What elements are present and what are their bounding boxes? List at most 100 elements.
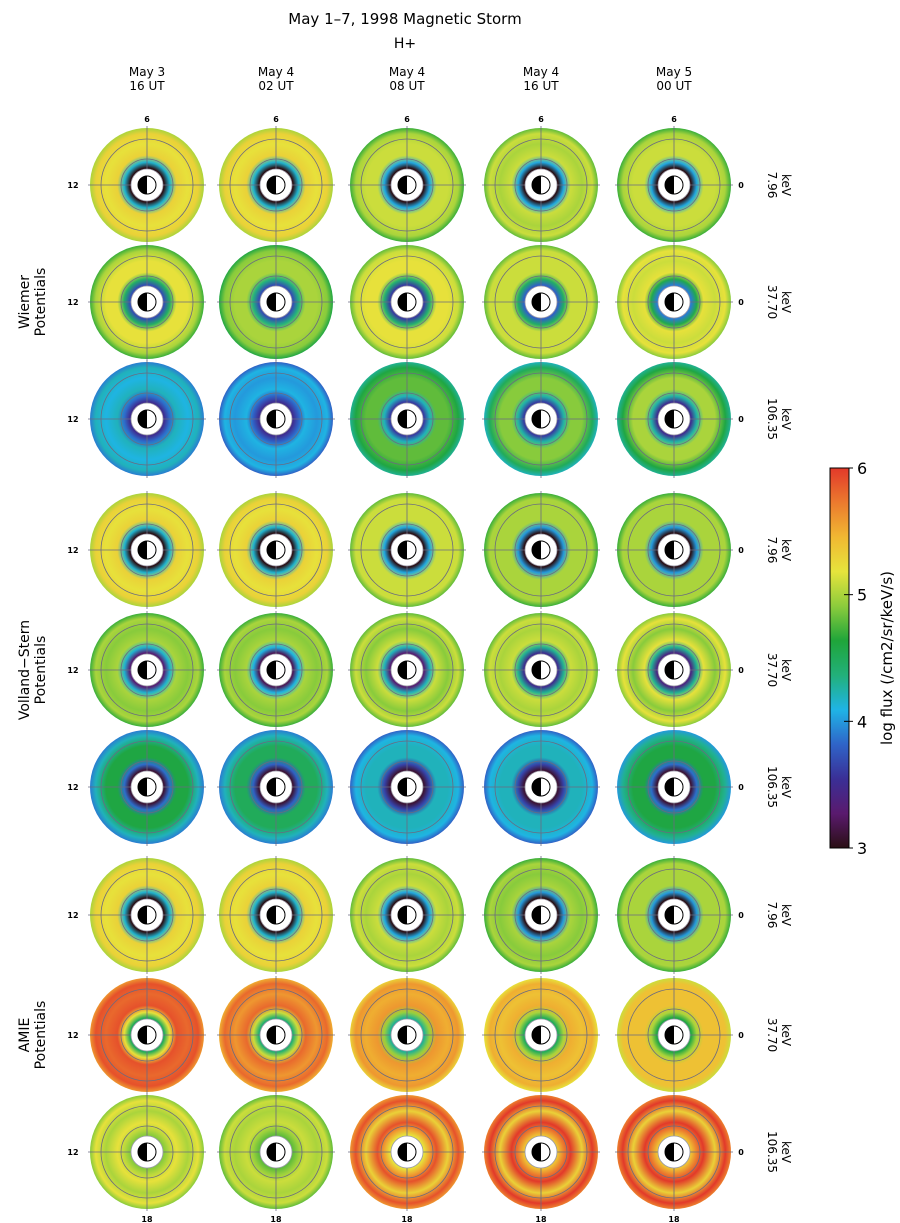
group-label-suffix: Potentials <box>33 636 49 705</box>
earth-nightside <box>532 661 541 679</box>
column-header-time: 00 UT <box>656 79 692 93</box>
mlt-label-left: 12 <box>67 546 78 555</box>
energy-unit: keV <box>779 904 793 927</box>
flux-panel <box>482 360 600 478</box>
mlt-label-bottom: 18 <box>668 1215 680 1223</box>
earth-nightside <box>267 410 276 428</box>
mlt-label-right: 0 <box>738 181 744 190</box>
flux-panel <box>88 360 206 478</box>
flux-panel <box>482 728 600 846</box>
earth-nightside <box>138 778 147 796</box>
earth-nightside <box>532 293 541 311</box>
colorbar-tick-label: 3 <box>857 839 867 858</box>
flux-panel <box>348 243 466 361</box>
flux-panel <box>348 856 466 974</box>
earth-nightside <box>665 1026 674 1044</box>
energy-unit: keV <box>779 659 793 682</box>
mlt-label-bottom: 18 <box>401 1215 413 1223</box>
flux-panel <box>217 611 335 729</box>
earth-nightside <box>398 293 407 311</box>
mlt-label-right: 0 <box>738 546 744 555</box>
earth-nightside <box>532 410 541 428</box>
column-header-time: 16 UT <box>523 79 559 93</box>
earth-nightside <box>398 778 407 796</box>
energy-value: 106.35 <box>765 1131 779 1173</box>
group-label-name: AMIE <box>17 1018 33 1053</box>
earth-nightside <box>267 906 276 924</box>
mlt-label-right: 0 <box>738 298 744 307</box>
flux-panel <box>482 1093 600 1211</box>
flux-panel <box>482 491 600 609</box>
earth-nightside <box>138 541 147 559</box>
earth-nightside <box>267 1143 276 1161</box>
energy-unit: keV <box>779 776 793 799</box>
flux-panel <box>217 360 335 478</box>
energy-unit: keV <box>779 291 793 314</box>
flux-panel <box>217 243 335 361</box>
mlt-label-top: 6 <box>144 115 150 124</box>
earth-nightside <box>267 176 276 194</box>
panel-grid: 12 0 12 0 12 0 12 0 12 0 12 0 12 0 12 0 12 0 <box>67 126 744 1211</box>
earth-nightside <box>665 293 674 311</box>
mlt-label-left: 12 <box>67 181 78 190</box>
energy-unit: keV <box>779 408 793 431</box>
column-header-time: 16 UT <box>129 79 165 93</box>
column-header-time: 08 UT <box>389 79 425 93</box>
energy-value: 37.70 <box>765 1018 779 1052</box>
mlt-label-left: 12 <box>67 783 78 792</box>
earth-nightside <box>138 1026 147 1044</box>
earth-nightside <box>532 541 541 559</box>
mlt-label-left: 12 <box>67 666 78 675</box>
earth-nightside <box>665 541 674 559</box>
colorbar-tick-label: 6 <box>857 459 867 478</box>
earth-nightside <box>138 906 147 924</box>
mlt-label-right: 0 <box>738 1031 744 1040</box>
energy-value: 7.96 <box>765 172 779 199</box>
mlt-label-bottom: 18 <box>141 1215 153 1223</box>
earth-nightside <box>398 541 407 559</box>
energy-value: 37.70 <box>765 653 779 687</box>
earth-nightside <box>267 778 276 796</box>
earth-nightside <box>532 1026 541 1044</box>
mlt-label-top: 6 <box>538 115 544 124</box>
energy-unit: keV <box>779 1024 793 1047</box>
flux-panel <box>348 728 466 846</box>
chart-subtitle: H+ <box>394 36 416 52</box>
mlt-label-bottom: 18 <box>535 1215 547 1223</box>
flux-panel <box>88 728 206 846</box>
flux-panel <box>348 976 466 1094</box>
column-header-date: May 4 <box>523 65 559 79</box>
flux-panel <box>88 126 206 244</box>
mlt-label-bottom: 18 <box>270 1215 282 1223</box>
flux-panel <box>348 491 466 609</box>
flux-panel <box>88 856 206 974</box>
earth-nightside <box>398 1026 407 1044</box>
flux-panel <box>482 976 600 1094</box>
group-label-name: Wiemer <box>17 275 33 329</box>
column-header-date: May 3 <box>129 65 165 79</box>
colorbar-tick-label: 4 <box>857 712 867 731</box>
earth-nightside <box>665 410 674 428</box>
flux-panel <box>348 360 466 478</box>
earth-nightside <box>398 906 407 924</box>
column-header-date: May 4 <box>389 65 425 79</box>
flux-panel <box>615 126 733 244</box>
flux-panel <box>88 1093 206 1211</box>
earth-nightside <box>665 778 674 796</box>
flux-panel <box>217 1093 335 1211</box>
mlt-label-right: 0 <box>738 415 744 424</box>
earth-nightside <box>665 661 674 679</box>
flux-panel <box>615 1093 733 1211</box>
chart-title: May 1–7, 1998 Magnetic Storm <box>288 10 521 28</box>
flux-panel <box>348 1093 466 1211</box>
flux-panel <box>482 243 600 361</box>
earth-nightside <box>398 410 407 428</box>
group-label-suffix: Potentials <box>33 268 49 337</box>
column-header-time: 02 UT <box>258 79 294 93</box>
flux-panel <box>217 491 335 609</box>
flux-panel <box>615 728 733 846</box>
